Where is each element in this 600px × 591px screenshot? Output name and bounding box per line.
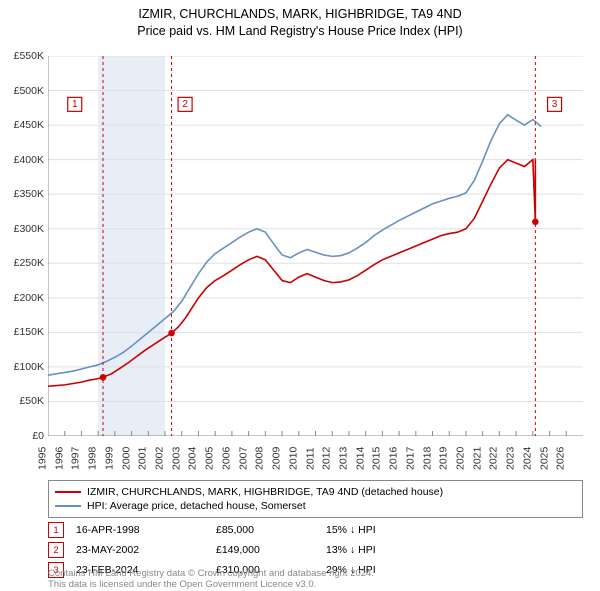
- sale-diff: 15% HPI: [326, 524, 466, 536]
- legend-swatch-red: [55, 491, 81, 493]
- x-tick-label: 1999: [103, 447, 115, 470]
- x-tick-label: 1997: [70, 447, 82, 470]
- y-tick-label: £0: [32, 430, 44, 442]
- y-tick-label: £50K: [19, 395, 44, 407]
- svg-text:3: 3: [552, 99, 558, 110]
- x-tick-label: 2011: [304, 447, 316, 470]
- legend-label-hpi: HPI: Average price, detached house, Some…: [87, 500, 306, 512]
- y-tick-label: £350K: [14, 188, 44, 200]
- x-tick-label: 2013: [337, 447, 349, 470]
- x-tick-label: 2007: [237, 447, 249, 470]
- x-axis-labels: 1995199619971998199920002001200220032004…: [48, 440, 583, 480]
- x-tick-label: 1996: [53, 447, 65, 470]
- x-tick-label: 2019: [438, 447, 450, 470]
- x-tick-label: 2017: [404, 447, 416, 470]
- y-tick-label: £400K: [14, 154, 44, 166]
- x-tick-label: 2003: [170, 447, 182, 470]
- chart-svg: 1 2 3: [48, 56, 583, 436]
- sale-diff: 13% HPI: [326, 544, 466, 556]
- y-tick-label: £500K: [14, 85, 44, 97]
- x-tick-label: 2009: [270, 447, 282, 470]
- x-tick-label: 1998: [86, 447, 98, 470]
- x-tick-label: 2018: [421, 447, 433, 470]
- x-tick-label: 2024: [521, 447, 533, 470]
- x-tick-label: 1995: [36, 447, 48, 470]
- footer-attribution: Contains HM Land Registry data © Crown c…: [48, 568, 583, 591]
- x-tick-label: 2012: [321, 447, 333, 470]
- x-tick-label: 2005: [204, 447, 216, 470]
- y-tick-label: £150K: [14, 326, 44, 338]
- legend-row-hpi: HPI: Average price, detached house, Some…: [55, 499, 576, 513]
- sale-date: 16-APR-1998: [76, 524, 216, 536]
- sale-price: £85,000: [216, 524, 326, 536]
- x-tick-label: 2016: [387, 447, 399, 470]
- x-tick-label: 2023: [504, 447, 516, 470]
- x-tick-label: 2014: [354, 447, 366, 470]
- svg-text:1: 1: [72, 99, 78, 110]
- legend-label-price: IZMIR, CHURCHLANDS, MARK, HIGHBRIDGE, TA…: [87, 486, 443, 498]
- x-tick-label: 2000: [120, 447, 132, 470]
- sale-price: £149,000: [216, 544, 326, 556]
- x-tick-label: 2008: [254, 447, 266, 470]
- x-tick-label: 2021: [471, 447, 483, 470]
- y-tick-label: £100K: [14, 361, 44, 373]
- y-tick-label: £550K: [14, 50, 44, 62]
- x-tick-label: 2002: [153, 447, 165, 470]
- y-axis-labels: £0£50K£100K£150K£200K£250K£300K£350K£400…: [0, 56, 46, 436]
- sale-marker-box: 2: [48, 542, 64, 558]
- x-tick-label: 2025: [538, 447, 550, 470]
- legend-row-price: IZMIR, CHURCHLANDS, MARK, HIGHBRIDGE, TA…: [55, 485, 576, 499]
- x-tick-label: 2020: [454, 447, 466, 470]
- x-tick-label: 2006: [220, 447, 232, 470]
- x-tick-label: 2004: [187, 447, 199, 470]
- legend-swatch-blue: [55, 505, 81, 507]
- chart-title-2: Price paid vs. HM Land Registry's House …: [0, 23, 600, 40]
- svg-text:2: 2: [182, 99, 188, 110]
- x-tick-label: 2026: [555, 447, 567, 470]
- sale-marker-box: 1: [48, 522, 64, 538]
- chart-legend: IZMIR, CHURCHLANDS, MARK, HIGHBRIDGE, TA…: [48, 480, 583, 518]
- x-tick-label: 2015: [371, 447, 383, 470]
- y-tick-label: £300K: [14, 223, 44, 235]
- x-tick-label: 2001: [137, 447, 149, 470]
- chart-title-1: IZMIR, CHURCHLANDS, MARK, HIGHBRIDGE, TA…: [0, 6, 600, 23]
- sale-row: 1 16-APR-1998£85,00015% HPI: [48, 520, 583, 540]
- footer-line-1: Contains HM Land Registry data © Crown c…: [48, 568, 583, 579]
- x-tick-label: 2022: [488, 447, 500, 470]
- y-tick-label: £250K: [14, 257, 44, 269]
- footer-line-2: This data is licensed under the Open Gov…: [48, 579, 583, 590]
- sale-date: 23-MAY-2002: [76, 544, 216, 556]
- sale-row: 2 23-MAY-2002£149,00013% HPI: [48, 540, 583, 560]
- y-tick-label: £450K: [14, 119, 44, 131]
- y-tick-label: £200K: [14, 292, 44, 304]
- x-tick-label: 2010: [287, 447, 299, 470]
- chart-plot-area: 1 2 3: [48, 56, 583, 436]
